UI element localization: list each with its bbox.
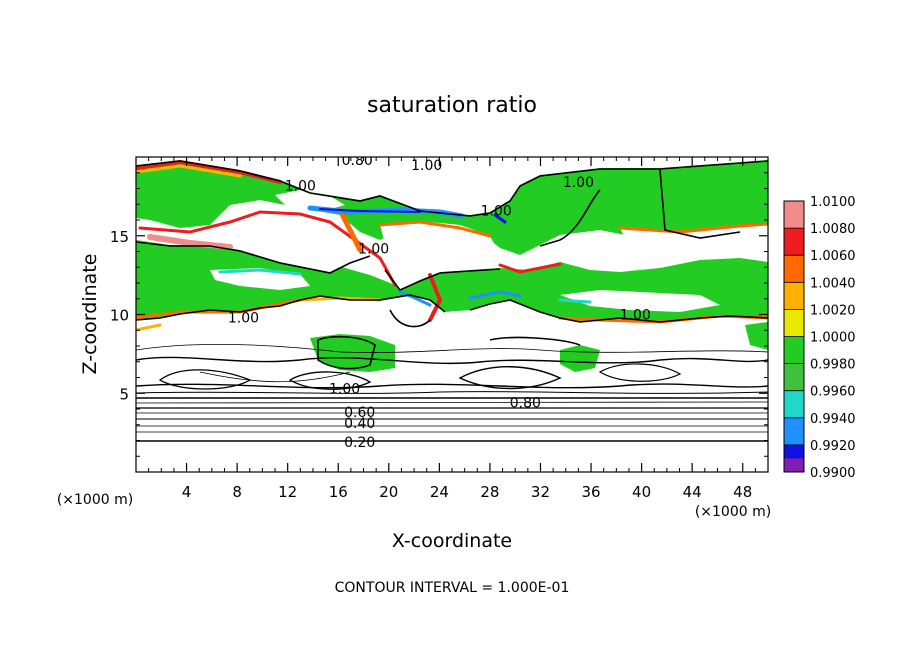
y-axis: 5 10 15	[110, 172, 768, 457]
contour-label: 1.00	[411, 158, 442, 174]
contour-label: 0.60	[344, 405, 375, 421]
contour-interval-note: CONTOUR INTERVAL = 1.000E-01	[335, 580, 570, 596]
colorbar-band	[784, 363, 804, 391]
contour-lines	[136, 160, 768, 370]
x-tick-label: 44	[683, 483, 702, 501]
green-region-edge	[745, 322, 768, 350]
contour-label: 1.00	[620, 308, 651, 324]
contour-label: 0.80	[342, 153, 373, 169]
colorbar-band	[784, 255, 804, 283]
colorbar-band	[784, 282, 804, 310]
x-tick-label: 12	[278, 483, 297, 501]
colorbar-label: 1.0060	[810, 249, 856, 264]
contour-labels: 0.80 1.00 1.00 1.00 1.00 1.00 1.00 1.00 1.00 0.80…	[228, 153, 651, 451]
x-tick-label: 48	[733, 483, 752, 501]
colorbar-band	[784, 228, 804, 256]
colorbar-band	[784, 309, 804, 337]
contour-label: 0.40	[344, 416, 375, 432]
contour-label: 0.20	[344, 435, 375, 451]
white-gap-6	[560, 290, 720, 312]
colorbar-label: 1.0000	[810, 331, 856, 346]
x-unit-left: (×1000 m)	[57, 492, 133, 508]
colorbar-label: 0.9940	[810, 412, 856, 427]
colorbar-label: 1.0020	[810, 303, 856, 318]
colorbar-band-min	[784, 458, 804, 472]
lower-contours	[136, 343, 768, 442]
x-tick-label: 28	[480, 483, 499, 501]
colorbar-band	[784, 201, 804, 229]
contour-label: 0.80	[510, 396, 541, 412]
contour-label: 1.00	[358, 241, 389, 257]
colorbar-label: 0.9920	[810, 439, 856, 454]
contour-label: 1.00	[329, 382, 360, 398]
white-gap-4	[620, 224, 768, 246]
x-tick-label: 8	[232, 483, 242, 501]
x-tick-label: 16	[329, 483, 348, 501]
x-tick-label: 24	[430, 483, 449, 501]
colorbar-label: 0.9900	[810, 466, 856, 481]
colorbar-band	[784, 336, 804, 364]
colorbar-label: 1.0040	[810, 276, 856, 291]
y-tick-label: 10	[110, 307, 129, 325]
x-unit-right: (×1000 m)	[695, 504, 771, 520]
x-tick-label: 20	[379, 483, 398, 501]
x-axis-label: X-coordinate	[392, 530, 512, 552]
colorbar: 1.0100 1.0080 1.0060 1.0040 1.0020 1.0000 0.99…	[783, 195, 856, 481]
white-gap-3	[380, 222, 500, 282]
contour-label: 1.00	[481, 204, 512, 220]
chart-title: saturation ratio	[367, 93, 537, 118]
colorbar-label: 1.0100	[810, 195, 856, 210]
x-tick-label: 4	[182, 483, 192, 501]
green-region-upper	[136, 160, 768, 255]
x-axis: 4 8 12 16 20 24 28 32 36 40 44 48	[148, 157, 756, 501]
colorbar-band	[784, 417, 804, 445]
colorbar-band	[784, 390, 804, 418]
y-tick-label: 5	[119, 385, 129, 403]
white-gap-2	[140, 212, 395, 285]
colorbar-label: 1.0080	[810, 222, 856, 237]
x-tick-label: 32	[531, 483, 550, 501]
saturation-field: 0.80 1.00 1.00 1.00 1.00 1.00 1.00 1.00 1.00 0.80…	[136, 153, 768, 472]
x-tick-label: 36	[581, 483, 600, 501]
contour-label: 1.00	[228, 311, 259, 327]
contour-label: 1.00	[285, 178, 316, 194]
contour-label: 1.00	[563, 175, 594, 191]
colorbar-label: 0.9960	[810, 385, 856, 400]
y-tick-label: 15	[110, 228, 129, 246]
x-tick-label: 40	[632, 483, 651, 501]
colorbar-label: 0.9980	[810, 358, 856, 373]
y-axis-label: Z-coordinate	[79, 254, 101, 375]
